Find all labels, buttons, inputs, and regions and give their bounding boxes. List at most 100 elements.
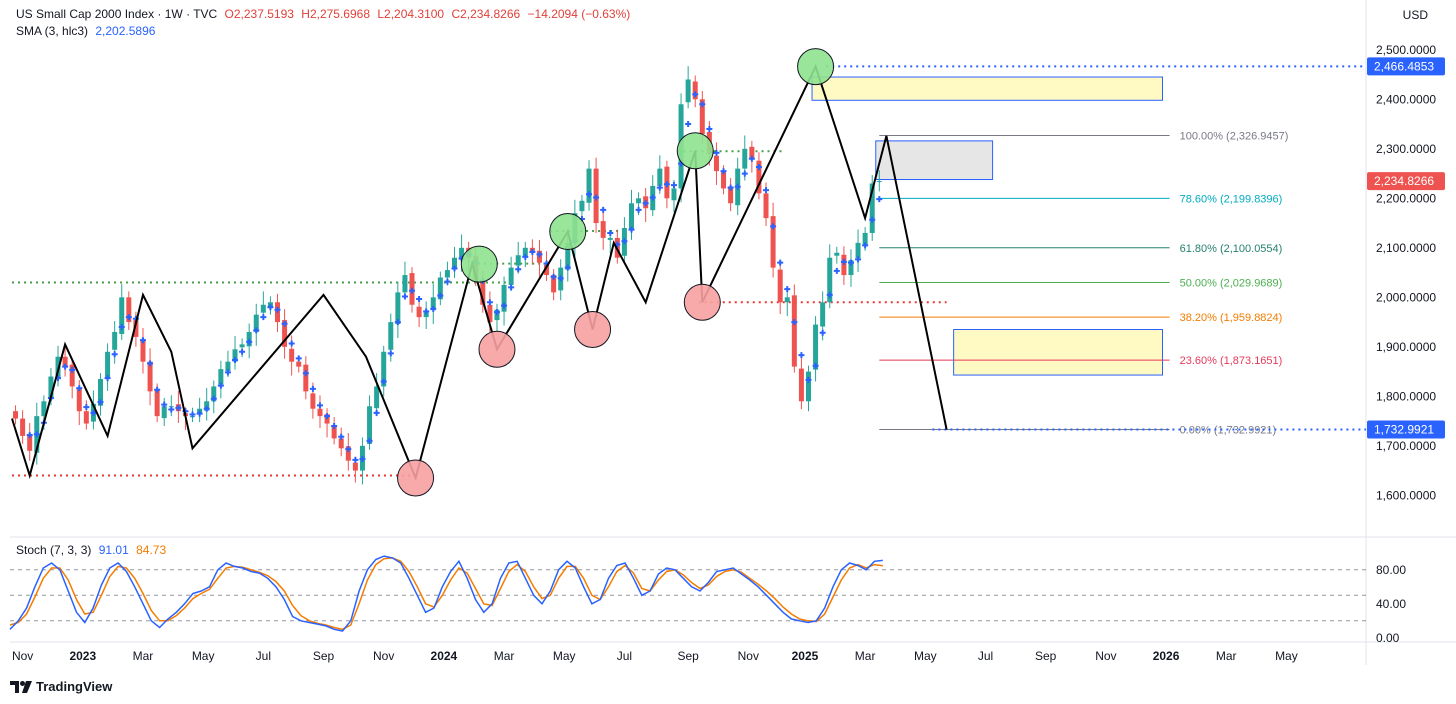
sma-marker [147,360,154,367]
candle-body [629,203,634,230]
pivot-low-marker [683,283,721,321]
candle-body [98,379,103,406]
candle-body [218,369,224,385]
candle-body [855,242,861,259]
sma-marker [826,291,833,298]
pivot-low-marker [478,330,516,368]
candle-body [296,361,302,367]
time-tick-label: Nov [373,649,394,663]
symbol-title[interactable]: US Small Cap 2000 Index · 1W · TVC [16,7,218,21]
fib-level-label: 23.60% (1,873.1651) [1180,355,1283,367]
sma-marker [770,223,777,230]
candle-body [282,320,288,347]
sma-marker [260,314,267,321]
sma-marker [295,355,302,362]
time-tick-label: Sep [313,649,335,663]
candle-body [480,281,486,305]
candle-body [112,331,118,350]
sma-marker [394,319,401,326]
price-label-text: 1,732.9921 [1374,423,1434,437]
sma-marker [175,404,182,411]
candle-body [133,320,139,337]
sma-marker [430,305,437,312]
time-tick-label: Nov [738,649,759,663]
price-tick-label: 2,400.0000 [1376,92,1436,106]
candle-body [260,304,266,313]
sma-marker [550,273,557,280]
candle-body [225,361,231,372]
sma-marker [493,309,500,316]
candle-body [515,255,521,266]
sma-marker [338,433,345,440]
sma-marker [621,238,628,245]
sma-marker [253,327,260,334]
candle-body [862,232,868,245]
sma-marker [791,319,798,326]
sma-marker [755,163,762,170]
sma-marker [281,320,288,327]
stoch-label: Stoch (7, 3, 3) [16,543,92,557]
candle-body [76,388,82,412]
candle-body [374,386,380,409]
candle-body [83,411,89,424]
candle-body [487,304,493,323]
tradingview-brand[interactable]: TradingView [10,679,112,694]
sma-marker [69,366,76,373]
sma-marker [727,184,734,191]
sma-legend[interactable]: SMA (3, hlc3) 2,202.5896 [16,24,159,38]
pivot-high-marker [549,212,587,250]
sma-marker [670,182,677,189]
candle-body [749,146,755,159]
stoch-d-value: 84.73 [136,543,167,557]
sma-marker [416,295,423,302]
sma-marker [267,304,274,311]
sma-marker [862,242,869,249]
currency-label[interactable]: USD [1402,8,1428,22]
stoch-tick-label: 40.00 [1376,597,1406,611]
sma-marker [656,184,663,191]
sma-marker [741,170,748,177]
candle-body [728,186,734,204]
time-tick-label: Sep [1035,649,1057,663]
sma-marker [62,363,69,370]
sma-marker [380,378,387,385]
sma-marker [217,382,224,389]
sma-marker [522,253,529,260]
sma-marker [288,340,295,347]
sma-marker [642,200,649,207]
time-tick-label: Mar [133,649,154,663]
low-value: L2,204.3100 [377,7,445,21]
sma-label: SMA (3, hlc3) [16,24,89,38]
candle-body [395,292,401,325]
sma-marker [26,432,33,439]
sma-marker [536,251,543,258]
pivot-low-marker [574,311,612,349]
sma-marker [451,265,458,272]
sma-marker [111,351,118,358]
sma-marker [847,259,854,266]
sma-marker [239,348,246,355]
time-tick-label: Mar [855,649,876,663]
sma-marker [154,386,161,393]
sma-marker [203,405,210,412]
sma-marker [593,194,600,201]
chart-legend-ohlc: US Small Cap 2000 Index · 1W · TVC O2,23… [16,7,634,21]
sma-marker [302,370,309,377]
sma-marker [118,324,125,331]
time-tick-label: 2026 [1153,649,1180,663]
time-tick-label: Sep [677,649,699,663]
fib-level-label: 50.00% (2,029.9689) [1180,277,1283,289]
sma-marker [833,267,840,274]
sma-marker [706,126,713,133]
sma-marker [76,385,83,392]
candle-body [140,338,146,362]
stoch-k-line [9,555,883,632]
stoch-legend[interactable]: Stoch (7, 3, 3) 91.01 84.73 [16,543,170,557]
candle-body [423,312,429,318]
fib-level-label: 38.20% (1,959.8824) [1180,312,1283,324]
candle-body [721,171,727,189]
price-tick-label: 1,900.0000 [1376,340,1436,354]
candle-body [105,351,111,380]
sma-marker [529,248,536,255]
